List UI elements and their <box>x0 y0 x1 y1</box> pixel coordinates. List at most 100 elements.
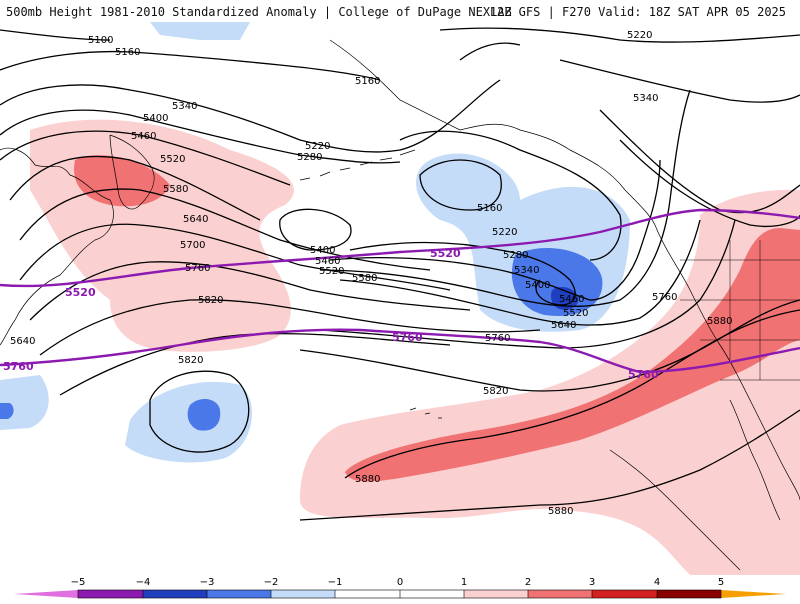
height-contours <box>0 27 800 521</box>
contour-line <box>0 29 111 41</box>
contour-line <box>149 370 250 453</box>
coastlines <box>0 39 800 571</box>
highlight-labels: 5520 5520 5760 5760 5760 <box>3 247 659 381</box>
colorbar-tick: 1 <box>461 577 467 588</box>
highlight-label: 5760 <box>3 360 34 373</box>
contour-label: 5880 <box>355 474 380 485</box>
asia-coastline <box>0 147 114 346</box>
contour-label: 5460 <box>559 294 584 305</box>
contour-line <box>439 27 800 43</box>
contour-label: 5640 <box>183 214 208 225</box>
colorbar-swatch-pos1 <box>464 590 528 598</box>
contour-line <box>299 299 800 392</box>
highlight-label: 5520 <box>65 286 96 299</box>
contour-label: 5340 <box>633 93 658 104</box>
contour-label: 5100 <box>88 35 113 46</box>
contour-line <box>329 159 661 301</box>
contour-label: 5520 <box>319 266 344 277</box>
contour-label: 5880 <box>707 316 732 327</box>
contour-label: 5400 <box>525 280 550 291</box>
contour-line <box>0 50 381 81</box>
colorbar-swatch-pos5 <box>721 590 786 598</box>
contour-line <box>39 299 541 356</box>
contour-line <box>279 208 352 251</box>
us-state-borders <box>680 240 800 381</box>
contour-label: 5760 <box>652 292 677 303</box>
colorbar-tick: 0 <box>397 577 403 588</box>
negative-anomaly-core <box>511 248 603 316</box>
contour-label: 5820 <box>483 386 508 397</box>
colorbar-tick: 2 <box>525 577 531 588</box>
contour-line <box>29 261 471 321</box>
colorbar-tick: −2 <box>264 577 279 588</box>
contour-line <box>19 223 451 291</box>
colorbar-swatch-pos4 <box>657 590 721 598</box>
contour-label: 5220 <box>492 227 517 238</box>
colorbar-swatch-neg5 <box>14 590 78 598</box>
colorbar-dividers <box>142 590 658 598</box>
colorbar-swatch-neutral-high <box>400 590 464 598</box>
contour-line <box>339 219 701 326</box>
highlight-label: 5760 <box>392 331 423 344</box>
contour-line <box>0 130 291 186</box>
contour-line <box>599 109 800 214</box>
colorbar: −5 −4 −3 −2 −1 0 1 2 3 4 5 <box>0 575 800 600</box>
contour-label: 5460 <box>315 256 340 267</box>
hawaii-islands <box>409 407 442 419</box>
contour-label: 5280 <box>297 152 322 163</box>
map-title: 500mb Height 1981-2010 Standardized Anom… <box>6 5 512 19</box>
highlight-label: 5520 <box>430 247 461 260</box>
highlight-label: 5760 <box>628 368 659 381</box>
negative-anomaly-core <box>0 403 14 419</box>
highlight-contour-5760 <box>0 328 800 374</box>
kamchatka-coastline <box>109 134 155 210</box>
contour-line <box>349 241 576 306</box>
contour-label: 5760 <box>485 333 510 344</box>
contour-label: 5760 <box>185 263 210 274</box>
contour-line <box>344 309 800 479</box>
contour-line <box>619 139 800 227</box>
colorbar-swatch-neg1 <box>271 590 335 598</box>
negative-anomaly-region <box>0 375 49 430</box>
highlight-contour-5520 <box>0 208 800 288</box>
contour-line <box>59 332 451 396</box>
colorbar-swatch-pos3 <box>592 590 657 598</box>
aleutian-islands <box>299 149 416 181</box>
colorbar-tick: −4 <box>136 577 151 588</box>
contour-label: 5460 <box>131 131 156 142</box>
colorbar-tick: −1 <box>328 577 343 588</box>
model-run-info: 12Z GFS | F270 Valid: 18Z SAT APR 05 202… <box>489 5 786 19</box>
colorbar-swatch-pos2 <box>528 590 592 598</box>
contour-label: 5580 <box>352 273 377 284</box>
anomaly-shading <box>0 22 800 575</box>
colorbar-swatch-neg4 <box>78 590 143 598</box>
contour-label: 5640 <box>551 320 576 331</box>
highlight-contours <box>0 208 800 374</box>
contour-line <box>459 42 521 61</box>
negative-anomaly-region <box>150 22 250 40</box>
contour-line <box>19 188 431 271</box>
map-header: 500mb Height 1981-2010 Standardized Anom… <box>0 0 800 22</box>
contour-label: 5340 <box>514 265 539 276</box>
contour-label: 5700 <box>180 240 205 251</box>
contour-label: 5160 <box>115 47 140 58</box>
contour-label: 5640 <box>10 336 35 347</box>
colorbar-tick: −5 <box>71 577 86 588</box>
mexico-coastline <box>609 449 741 571</box>
contour-line <box>419 159 502 211</box>
contour-line <box>319 89 691 307</box>
contour-line <box>399 130 622 261</box>
contour-label: 5160 <box>477 203 502 214</box>
contour-label: 5280 <box>503 250 528 261</box>
contour-labels: 5100 5160 5160 5220 5340 5340 5400 5460 … <box>10 30 732 517</box>
contour-label: 5520 <box>563 308 588 319</box>
colorbar-swatch-neg3 <box>143 590 207 598</box>
colorbar-tick: 4 <box>654 577 660 588</box>
baja-coastline <box>729 399 781 521</box>
contour-label: 5580 <box>163 184 188 195</box>
colorbar-ticks: −5 −4 −3 −2 −1 0 1 2 3 4 5 <box>71 577 725 588</box>
contour-label: 5160 <box>355 76 380 87</box>
colorbar-tick: −3 <box>200 577 215 588</box>
positive-anomaly-region <box>300 189 800 575</box>
